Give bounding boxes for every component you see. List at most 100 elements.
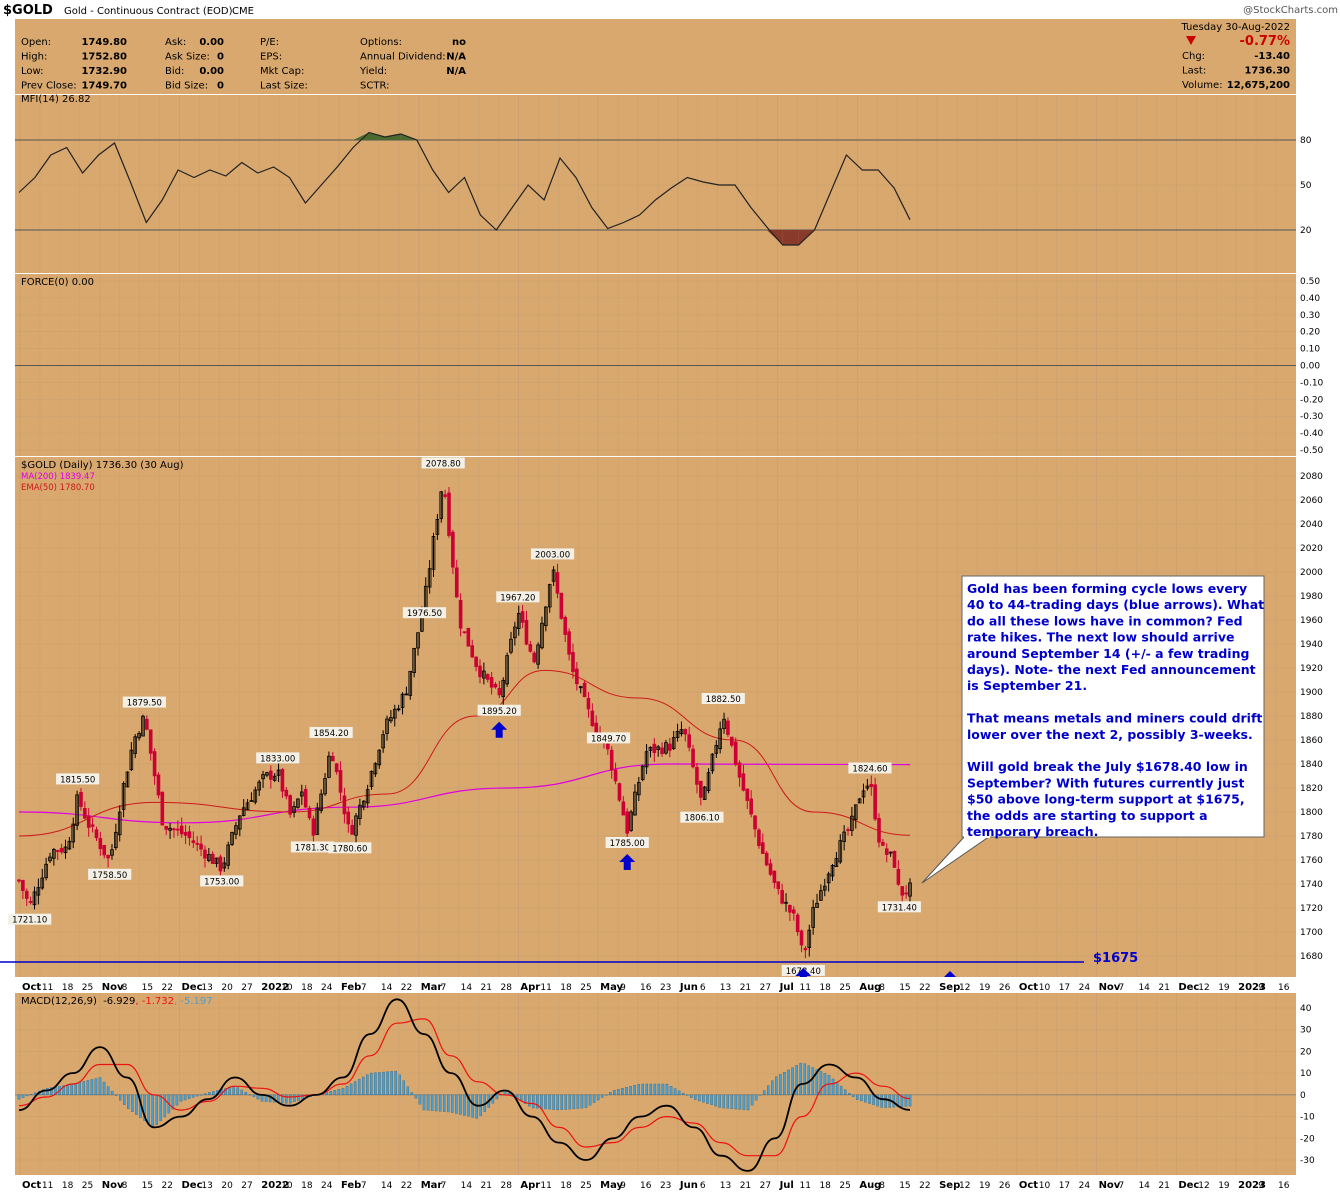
- candle-body: [75, 794, 79, 826]
- quote-value: no: [452, 37, 466, 48]
- mfi-shade: [353, 132, 370, 140]
- quote-label: Ask:: [165, 37, 186, 48]
- candle-body: [338, 770, 343, 793]
- candle-body: [733, 741, 738, 765]
- candle-body: [454, 567, 459, 598]
- annotation-line: Will gold break the July $1678.40 low in: [967, 759, 1248, 774]
- candle-body: [52, 849, 56, 859]
- x-tick-label: Nov: [102, 982, 124, 993]
- candle-body: [292, 806, 296, 813]
- candle-body: [520, 611, 525, 623]
- macd-hist-bar: [661, 1083, 665, 1096]
- quote-value: 1736.30: [1244, 66, 1290, 77]
- x-tick-label: 21: [740, 983, 751, 993]
- quote-label: Annual Dividend:: [360, 52, 446, 63]
- macd-hist-bar: [795, 1065, 798, 1096]
- macd-hist-bar: [17, 1094, 21, 1100]
- macd-hist-bar: [289, 1094, 292, 1104]
- macd-hist-bar: [438, 1094, 442, 1112]
- quote-label: Last Size:: [260, 81, 308, 92]
- price-axis-tick: 1800: [1300, 808, 1323, 818]
- x-tick-label: Oct: [1019, 982, 1038, 993]
- macd-hist-bar: [240, 1089, 243, 1096]
- x-tick-label: 2023: [1238, 982, 1266, 993]
- mfi-panel-bg: [15, 95, 1296, 273]
- price-axis-tick: 2000: [1300, 568, 1323, 578]
- change-pct: -0.77%: [1240, 34, 1291, 49]
- macd-hist-bar: [653, 1083, 657, 1096]
- x-tick-label: 11: [42, 1181, 53, 1191]
- price-axis-tick: 1820: [1300, 784, 1323, 794]
- x-tick-label: 22: [162, 1181, 173, 1191]
- macd-hist-bar: [677, 1090, 681, 1096]
- macd-hist-bar: [398, 1074, 401, 1096]
- candle-body: [210, 853, 215, 864]
- macd-hist-bar: [722, 1094, 725, 1109]
- x-tick-label: 7: [361, 983, 367, 993]
- candle-body: [307, 807, 312, 819]
- x-tick-label: 25: [839, 983, 850, 993]
- candle-body: [881, 841, 885, 846]
- macd-hist-bar: [171, 1094, 175, 1110]
- quote-value: 0.00: [199, 66, 224, 77]
- candle-body: [788, 905, 792, 913]
- macd-hist-bar: [540, 1094, 543, 1109]
- macd-hist-bar: [600, 1094, 604, 1098]
- candle-body: [226, 844, 230, 866]
- candle-body: [230, 832, 234, 845]
- macd-hist-bar: [835, 1082, 839, 1096]
- macd-axis-tick: -10: [1300, 1113, 1315, 1123]
- macd-hist-bar: [633, 1085, 636, 1096]
- candle-body: [908, 882, 912, 897]
- x-tick-label: 7: [441, 983, 447, 993]
- macd-hist-bar: [815, 1069, 819, 1096]
- quote-label: Mkt Cap:: [260, 66, 304, 77]
- macd-hist-bar: [884, 1094, 887, 1108]
- x-tick-label: 20: [221, 983, 233, 993]
- price-annotation: 1854.20: [314, 729, 349, 739]
- macd-line: [18, 998, 911, 1172]
- quote-label: P/E:: [260, 37, 279, 48]
- candle-body: [640, 765, 645, 780]
- x-axis-strip-top: [0, 977, 1340, 993]
- candle-body: [129, 749, 134, 771]
- quote-value: 1732.90: [81, 66, 127, 77]
- candle-body: [36, 887, 41, 896]
- macd-hist-bar: [280, 1094, 284, 1104]
- force-axis-tick: -0.10: [1300, 378, 1324, 388]
- price-annotation-bg: [680, 811, 724, 823]
- macd-hist-bar: [325, 1092, 329, 1096]
- candle-body: [83, 807, 87, 819]
- candle-body: [776, 881, 781, 890]
- x-tick-label: 2023: [1238, 1180, 1266, 1191]
- macd-hist-bar: [714, 1094, 717, 1107]
- price-annotation: 1879.50: [127, 699, 162, 709]
- x-tick-label: 2022: [261, 1180, 289, 1191]
- candle-body: [168, 827, 172, 831]
- quote-date: Tuesday 30-Aug-2022: [1180, 22, 1290, 33]
- candle-body: [55, 850, 60, 852]
- macd-hist-bar: [843, 1089, 847, 1096]
- macd-hist-bar: [386, 1071, 389, 1096]
- candle-body: [807, 929, 812, 948]
- x-axis-strip-bottom: [0, 1175, 1340, 1192]
- x-tick-label: 23: [660, 983, 671, 993]
- x-tick-label: 8: [879, 983, 885, 993]
- macd-hist-bar: [730, 1094, 734, 1109]
- macd-hist-bar: [876, 1094, 879, 1107]
- price-axis-tick: 1780: [1300, 832, 1323, 842]
- annotation-box: [961, 575, 1265, 838]
- macd-hist-bar: [244, 1092, 248, 1096]
- quote-label: Ask Size:: [165, 52, 210, 63]
- macd-hist-bar: [366, 1074, 369, 1096]
- x-tick-label: May: [600, 982, 623, 993]
- candle-body: [772, 870, 777, 883]
- macd-hist-bar: [236, 1087, 239, 1096]
- price-annotation-bg: [848, 762, 892, 774]
- x-tick-label: 2022: [261, 982, 289, 993]
- candle-body: [482, 670, 486, 679]
- quote-label: Prev Close:: [21, 81, 77, 92]
- x-tick-label: May: [600, 1180, 623, 1191]
- macd-hist-bar: [25, 1094, 29, 1097]
- macd-hist-bar: [256, 1094, 260, 1100]
